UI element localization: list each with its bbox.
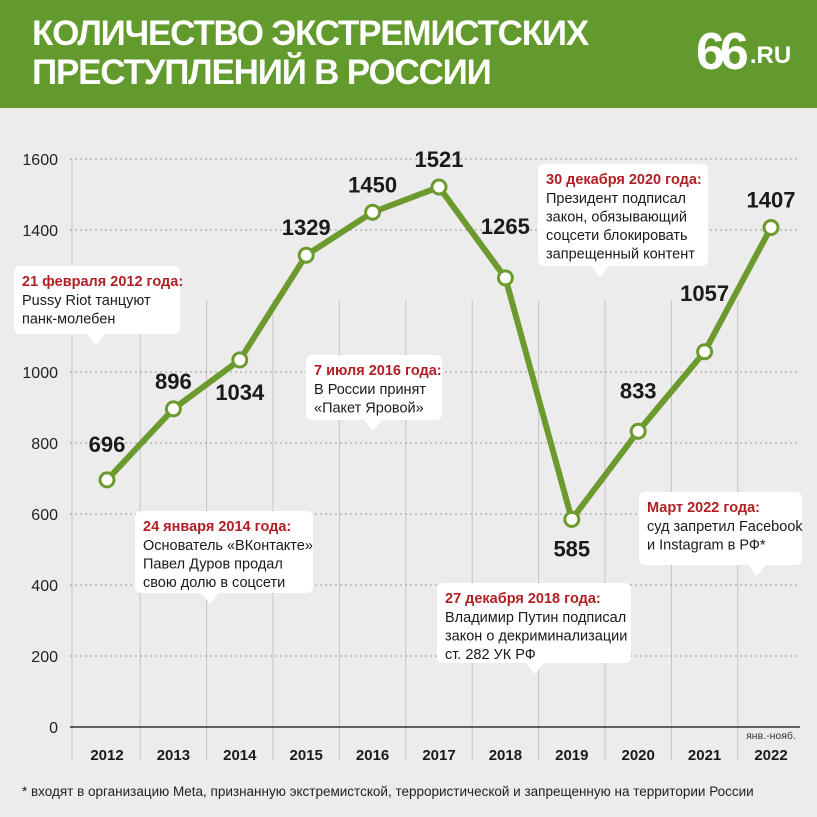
data-point	[364, 203, 382, 221]
data-point	[563, 510, 581, 528]
annotation-text: «Пакет Яровой»	[314, 401, 424, 417]
page-title: КОЛИЧЕСТВО ЭКСТРЕМИСТСКИХ ПРЕСТУПЛЕНИЙ В…	[32, 14, 672, 92]
annotation-text: Pussy Riot танцуют	[22, 293, 151, 309]
data-label: 1329	[282, 215, 331, 240]
y-tick-label: 200	[31, 649, 58, 666]
annotation-text: Основатель «ВКонтакте»	[143, 538, 313, 554]
data-point	[231, 351, 249, 369]
annotation-text: свою долю в соцсети	[143, 575, 285, 591]
annotation-text: Владимир Путин подписал	[445, 610, 626, 626]
annotation-text: соцсети блокировать	[546, 228, 688, 244]
data-point	[164, 400, 182, 418]
logo-suffix: .RU	[749, 42, 792, 69]
annotation-box	[306, 355, 442, 420]
x-tick-label: 2018	[489, 747, 522, 764]
y-tick-label: 800	[31, 436, 58, 453]
annotation-text: Павел Дуров продал	[143, 557, 283, 573]
y-tick-label: 1600	[22, 152, 58, 169]
y-tick-label: 1400	[22, 223, 58, 240]
annotation-text: закон о декриминализации	[445, 629, 627, 645]
data-point	[430, 178, 448, 196]
data-label: 896	[155, 369, 192, 394]
annotation: 21 февраля 2012 года: Pussy Riot танцуют п…	[14, 266, 183, 345]
annotation-box	[639, 492, 802, 565]
data-label: 1265	[481, 214, 530, 239]
annotation-box	[135, 511, 313, 593]
axes: 0 200 400 600 800 1000 1400 1600 2012 2013 2014 201…	[22, 152, 800, 764]
data-label: 833	[620, 378, 657, 403]
data-label: 1057	[680, 281, 729, 306]
data-point	[762, 219, 780, 237]
x-tick-label: 2012	[90, 747, 123, 764]
data-point	[496, 269, 514, 287]
annotation-date: 30 декабря 2020 года:	[546, 172, 702, 188]
logo-number: 66	[696, 23, 749, 81]
annotation-pointer	[364, 420, 382, 431]
data-point	[297, 246, 315, 264]
x-tick-label: 2022	[754, 747, 787, 764]
annotation: 30 декабря 2020 года: Президент подписал з…	[538, 164, 708, 277]
data-point	[98, 471, 116, 489]
annotation: Март 2022 года: суд запретил Facebook и In…	[639, 492, 803, 576]
annotation-text: и Instagram в РФ*	[647, 538, 766, 554]
x-tick-label: 2020	[622, 747, 655, 764]
site-logo: 66 .RU	[696, 23, 791, 81]
x-tick-label: 2017	[422, 747, 455, 764]
period-note: янв.-нояб.	[746, 730, 796, 742]
data-point	[696, 343, 714, 361]
annotation-text: Президент подписал	[546, 191, 686, 207]
data-point	[629, 422, 647, 440]
series-line-layer	[98, 178, 780, 528]
x-tick-label: 2014	[223, 747, 257, 764]
x-tick-label: 2021	[688, 747, 721, 764]
title-line-1: КОЛИЧЕСТВО ЭКСТРЕМИСТСКИХ	[32, 14, 589, 53]
y-tick-label: 600	[31, 507, 58, 524]
annotation-text: панк-молебен	[22, 312, 115, 328]
annotation-text: В России принят	[314, 382, 426, 398]
data-label: 1521	[415, 147, 464, 172]
annotation-date: 21 февраля 2012 года:	[22, 274, 183, 290]
footnote: * входят в организацию Meta, признанную …	[22, 784, 754, 799]
annotations: 21 февраля 2012 года: Pussy Riot танцуют п…	[14, 164, 803, 674]
annotation: 24 января 2014 года: Основатель «ВКонтакт…	[135, 511, 313, 604]
x-tick-label: 2019	[555, 747, 588, 764]
data-label: 1407	[747, 188, 796, 213]
annotation-box	[14, 266, 180, 334]
annotation-pointer	[87, 334, 105, 345]
y-tick-label: 0	[49, 720, 58, 737]
x-tick-label: 2013	[157, 747, 190, 764]
title-line-2: ПРЕСТУПЛЕНИЙ В РОССИИ	[32, 53, 492, 92]
annotation-date: 7 июля 2016 года:	[314, 363, 442, 379]
annotation-text: закон, обязывающий	[546, 210, 687, 226]
annotation-date: Март 2022 года:	[647, 500, 760, 516]
x-tick-label: 2015	[290, 747, 323, 764]
annotation-pointer	[526, 663, 544, 674]
annotation: 7 июля 2016 года: В России принят «Пакет Я…	[306, 355, 442, 431]
annotation: 27 декабря 2018 года: Владимир Путин подп…	[437, 583, 631, 674]
annotation-box	[538, 164, 708, 266]
data-label: 585	[553, 536, 590, 561]
annotation-date: 24 января 2014 года:	[143, 519, 291, 535]
annotation-text: ст. 282 УК РФ	[445, 647, 536, 663]
annotation-date: 27 декабря 2018 года:	[445, 591, 601, 607]
annotation-pointer	[201, 593, 219, 604]
data-label: 1034	[215, 380, 265, 405]
y-tick-label: 400	[31, 578, 58, 595]
annotation-pointer	[748, 565, 766, 576]
annotation-box	[437, 583, 631, 663]
header-bar: КОЛИЧЕСТВО ЭКСТРЕМИСТСКИХ ПРЕСТУПЛЕНИЙ В…	[0, 0, 817, 108]
x-tick-label: 2016	[356, 747, 389, 764]
data-label: 1450	[348, 172, 397, 197]
data-label: 696	[89, 432, 126, 457]
y-tick-label: 1000	[22, 365, 58, 382]
annotation-text: суд запретил Facebook	[647, 519, 803, 535]
annotation-pointer	[591, 266, 609, 277]
annotation-text: запрещенный контент	[546, 247, 695, 263]
value-labels: 696 896 1034 1329 1450 1521 1265 585 833 1057 1407	[89, 147, 796, 561]
